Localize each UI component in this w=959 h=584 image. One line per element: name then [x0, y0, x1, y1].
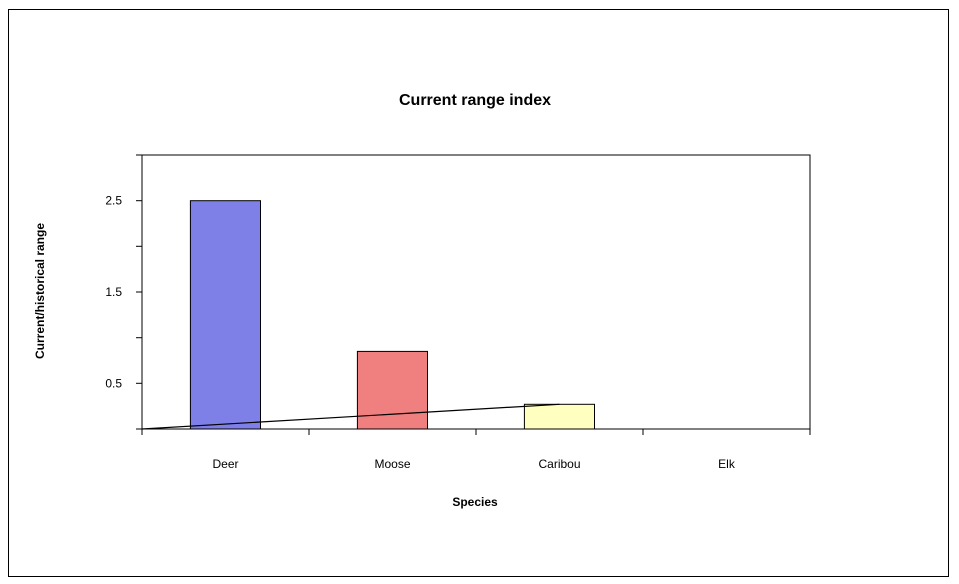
x-axis-label: Species — [452, 495, 498, 509]
bar-deer — [189, 200, 261, 430]
y-tick-label: 1.5 — [105, 285, 122, 299]
y-tick-label: 2.5 — [105, 194, 122, 208]
chart-title: Current range index — [399, 92, 551, 109]
y-axis-label: Current/historical range — [33, 223, 47, 359]
x-tick-label-caribou: Caribou — [538, 457, 580, 471]
x-tick-label-elk: Elk — [718, 457, 736, 471]
bar-caribou — [523, 403, 596, 430]
bar-moose — [356, 350, 428, 430]
y-tick-label: 0.5 — [105, 376, 122, 390]
x-tick-label-deer: Deer — [212, 457, 238, 471]
trend-line — [141, 403, 560, 430]
x-tick-label-moose: Moose — [374, 457, 410, 471]
